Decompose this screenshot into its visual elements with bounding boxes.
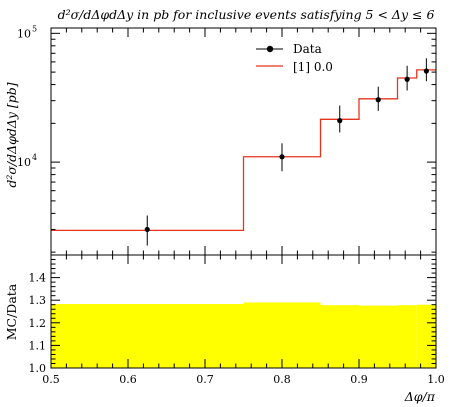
ratio-y-tick-label: 1.4	[29, 272, 47, 285]
y-tick-label: 10	[17, 156, 31, 169]
data-point	[375, 97, 381, 103]
x-tick-label: 0.5	[42, 373, 60, 386]
ratio-band-bin	[320, 305, 359, 368]
x-axis-label: Δφ/π	[404, 389, 436, 404]
data-point	[279, 154, 285, 160]
x-tick-label: 0.7	[196, 373, 214, 386]
data-point	[144, 226, 150, 233]
legend-label-data: Data	[293, 42, 322, 56]
ratio-band-bin	[243, 302, 321, 368]
legend-label-mc: [1] 0.0	[293, 60, 333, 74]
legend: Data [1] 0.0	[256, 42, 333, 74]
x-tick-label: 1.0	[427, 373, 445, 386]
ratio-band-bin	[51, 304, 244, 368]
ratio-band-bin	[397, 305, 417, 368]
ratio-y-tick-label: 1.1	[29, 339, 47, 352]
x-tick-label: 0.6	[119, 373, 137, 386]
data-point	[337, 118, 343, 124]
data-point	[423, 68, 429, 74]
y-tick-label: 10	[17, 27, 31, 40]
ratio-band-bin	[416, 304, 436, 368]
x-tick-label: 0.9	[350, 373, 368, 386]
ratio-y-tick-labels: 1.0 1.1 1.2 1.3 1.4	[29, 272, 47, 375]
y-tick-label-exponent: 4	[32, 153, 37, 162]
x-tick-labels: 0.5 0.6 0.7 0.8 0.9 1.0	[42, 373, 445, 386]
ratio-panel-band	[51, 302, 436, 368]
ratio-band-bin	[359, 305, 398, 368]
legend-data-marker	[266, 45, 274, 53]
mc-step-line	[51, 69, 436, 232]
chart-title: d²σ/dΔφdΔy in pb for inclusive events sa…	[58, 7, 435, 22]
ratio-panel-ticks	[50, 254, 437, 369]
y-axis-label-main: d²σ/dΔφdΔy [pb]	[4, 82, 19, 187]
x-tick-label: 0.8	[273, 373, 291, 386]
data-point	[404, 76, 410, 82]
ratio-y-tick-label: 1.0	[29, 362, 47, 375]
ratio-panel-frame	[50, 254, 437, 369]
y-tick-label-exponent: 5	[32, 24, 37, 33]
ratio-y-tick-label: 1.3	[29, 294, 47, 307]
main-panel-plot	[51, 58, 436, 246]
ratio-y-tick-label: 1.2	[29, 317, 47, 330]
y-axis-label-ratio: MC/Data	[4, 283, 19, 340]
